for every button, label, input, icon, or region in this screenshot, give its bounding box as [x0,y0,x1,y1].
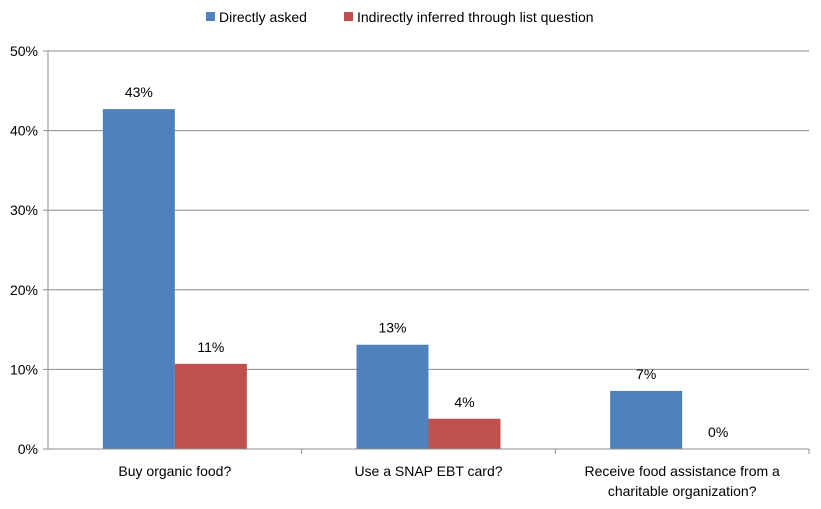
x-category-label: Use a SNAP EBT card? [354,463,502,479]
y-tick-label: 40% [10,123,38,139]
bar-indirectly-inferred [428,418,501,449]
data-label: 11% [197,339,224,355]
bars [102,109,683,449]
legend-swatch [206,12,215,21]
x-category-label: charitable organization? [608,483,757,499]
data-label: 7% [636,366,656,382]
data-labels: 43% 11% 13% 4% 7% 0% [125,84,728,440]
legend-label: Directly asked [219,9,307,25]
bar-directly-asked [356,344,429,449]
data-label: 4% [454,394,474,410]
y-tick-label: 10% [10,361,38,377]
data-label: 0% [708,424,728,440]
data-label: 43% [125,84,153,100]
y-axis: 0% 10% 20% 30% 40% 50% [10,43,49,457]
y-tick-label: 50% [10,43,38,59]
y-tick-label: 30% [10,202,38,218]
x-category-label: Buy organic food? [118,463,231,479]
x-category-label: Receive food assistance from a [585,463,781,479]
bar-directly-asked [610,390,683,449]
y-tick-label: 0% [18,441,38,457]
legend: Directly asked Indirectly inferred throug… [206,9,594,25]
legend-swatch [344,12,353,21]
bar-directly-asked [102,109,175,449]
bar-indirectly-inferred [174,363,247,449]
data-label: 13% [378,320,406,336]
legend-label: Indirectly inferred through list questio… [357,9,594,25]
y-tick-label: 20% [10,282,38,298]
x-axis: Buy organic food? Use a SNAP EBT card? Rec… [48,448,810,499]
